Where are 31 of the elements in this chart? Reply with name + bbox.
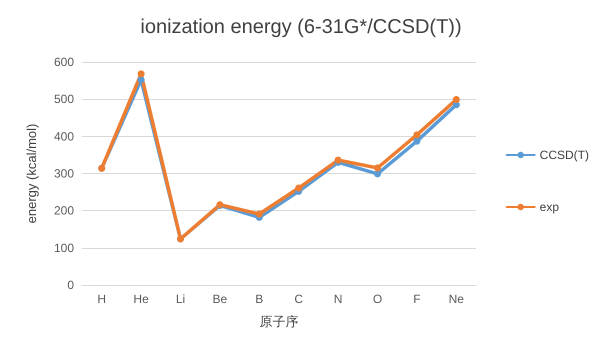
x-tick-label: C — [294, 292, 304, 306]
point — [374, 170, 381, 178]
x-axis-title: 原子序 — [260, 314, 298, 329]
y-tick-label: 100 — [54, 240, 74, 255]
x-tick-label: B — [255, 292, 264, 306]
y-tick-label: 300 — [54, 166, 74, 180]
y-tick-label: 0 — [67, 278, 74, 292]
chart-title: ionization energy (6-31G*/CCSD(T)) — [140, 16, 462, 38]
point — [295, 184, 302, 192]
x-tick-label: H — [97, 292, 106, 306]
x-tick-label: Ne — [448, 292, 464, 306]
legend-label: exp — [540, 200, 560, 214]
point — [413, 138, 420, 145]
x-tick-label: He — [133, 292, 150, 306]
x-tick-label: Li — [176, 292, 186, 306]
x-tick-label: N — [334, 292, 342, 306]
y-tick-label: 600 — [54, 55, 74, 69]
x-tick-label: F — [413, 292, 421, 306]
x-tick-label: Be — [212, 292, 228, 306]
point — [138, 76, 145, 84]
y-tick-label: 500 — [54, 92, 74, 106]
point — [413, 131, 420, 138]
legend-label: CCSD(T) — [540, 148, 590, 162]
point — [256, 210, 263, 218]
x-tick-label: O — [372, 292, 382, 306]
point — [374, 164, 381, 172]
y-axis-title: energy (kcal/mol) — [24, 124, 39, 224]
y-tick-label: 400 — [54, 129, 74, 144]
point — [452, 96, 460, 104]
y-tick-label: 200 — [54, 204, 74, 218]
point — [138, 70, 145, 78]
